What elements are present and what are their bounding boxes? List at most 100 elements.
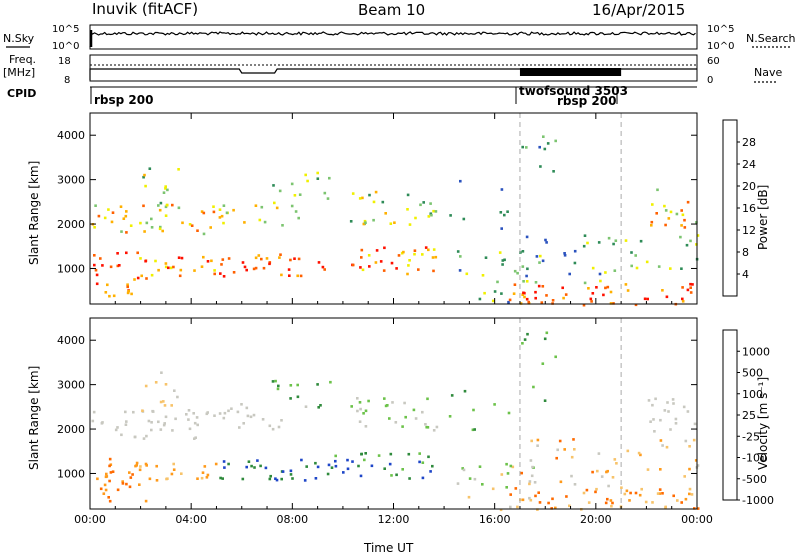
range-cell (429, 212, 433, 215)
range-cell (472, 408, 475, 412)
range-cell (573, 261, 577, 265)
range-cell (139, 221, 142, 225)
range-cell (695, 221, 698, 224)
range-cell (644, 500, 648, 504)
range-cell (164, 185, 167, 188)
range-cell (142, 204, 145, 208)
range-cell (346, 467, 350, 471)
range-cell (209, 226, 212, 229)
range-cell (607, 236, 611, 240)
range-cell (658, 492, 662, 495)
range-cell (664, 506, 667, 509)
range-cell (155, 479, 159, 482)
range-cell (172, 468, 176, 471)
range-cell (676, 499, 679, 502)
range-cell (163, 422, 166, 425)
cpid-program-3: rbsp 200 (557, 94, 616, 108)
range-cell (288, 274, 291, 277)
range-cell (473, 477, 477, 481)
colorbar-tick-label: -1000 (742, 494, 774, 507)
range-cell (126, 283, 129, 286)
range-cell (131, 473, 134, 476)
range-cell (391, 401, 394, 404)
range-cell (563, 448, 566, 451)
freq-strip-frame (89, 54, 698, 82)
range-cell (133, 278, 136, 281)
range-cell (132, 410, 135, 414)
range-cell (689, 282, 692, 286)
range-cell (521, 342, 524, 345)
range-cell (364, 452, 367, 455)
range-cell (535, 255, 539, 258)
range-cell (680, 224, 683, 227)
range-cell (104, 291, 108, 294)
range-cell (254, 204, 258, 207)
range-cell (538, 261, 541, 264)
range-cell (259, 464, 262, 468)
range-cell (615, 462, 618, 465)
range-cell (206, 473, 210, 477)
range-cell (304, 173, 307, 177)
range-cell (161, 229, 164, 233)
range-cell (426, 397, 429, 401)
range-cell (530, 474, 534, 478)
range-cell (674, 422, 678, 425)
range-cell (591, 266, 595, 270)
range-cell (381, 200, 385, 204)
range-cell (390, 474, 393, 477)
range-cell (434, 255, 438, 259)
range-cell (179, 268, 183, 272)
range-cell (157, 268, 160, 272)
range-cell (223, 411, 227, 415)
range-cell (539, 165, 542, 168)
range-cell (200, 265, 204, 268)
range-cell (481, 274, 485, 277)
range-cell (277, 425, 281, 429)
range-cell (275, 206, 279, 210)
range-cell (97, 214, 101, 218)
range-cell (274, 379, 277, 383)
range-cell (196, 229, 199, 232)
range-cell (260, 205, 264, 209)
noise-left-tick-top: 10^5 (52, 24, 79, 35)
nave-label: Nave (754, 66, 782, 79)
range-cell (107, 496, 110, 499)
range-cell (661, 289, 664, 292)
range-cell (268, 262, 271, 266)
range-cell (573, 483, 577, 486)
range-cell (500, 227, 503, 230)
colorbar-tick-label: 24 (742, 158, 756, 171)
range-cell (269, 474, 272, 478)
range-cell (634, 254, 637, 257)
range-cell (659, 439, 663, 442)
range-cell (395, 267, 398, 270)
range-cell (358, 401, 362, 404)
axes-ticks: 1000 2000 3000 4000 1000 2000 3000 4000 00:00 04:… (57, 113, 713, 526)
range-cell (293, 257, 296, 260)
range-cell (128, 485, 132, 489)
range-cell (111, 470, 115, 473)
range-cell (586, 241, 589, 245)
range-cell (121, 480, 124, 483)
range-cell (397, 254, 401, 257)
range-cell (693, 422, 697, 426)
range-cell (319, 404, 322, 407)
range-cell (280, 477, 283, 481)
range-cell (257, 254, 261, 257)
range-cell (241, 261, 245, 264)
range-cell (357, 464, 360, 468)
range-cell (539, 254, 542, 258)
range-cell (407, 264, 410, 267)
range-cell (612, 302, 615, 305)
range-cell (159, 225, 162, 229)
range-cell (626, 449, 630, 453)
range-cell (521, 265, 525, 268)
range-cell (181, 221, 184, 225)
range-cell (164, 415, 168, 419)
range-cell (683, 226, 687, 229)
range-cell (95, 273, 99, 277)
range-cell (680, 267, 683, 270)
range-cell (418, 452, 421, 455)
range-cell (404, 415, 407, 419)
range-cell (643, 297, 647, 301)
